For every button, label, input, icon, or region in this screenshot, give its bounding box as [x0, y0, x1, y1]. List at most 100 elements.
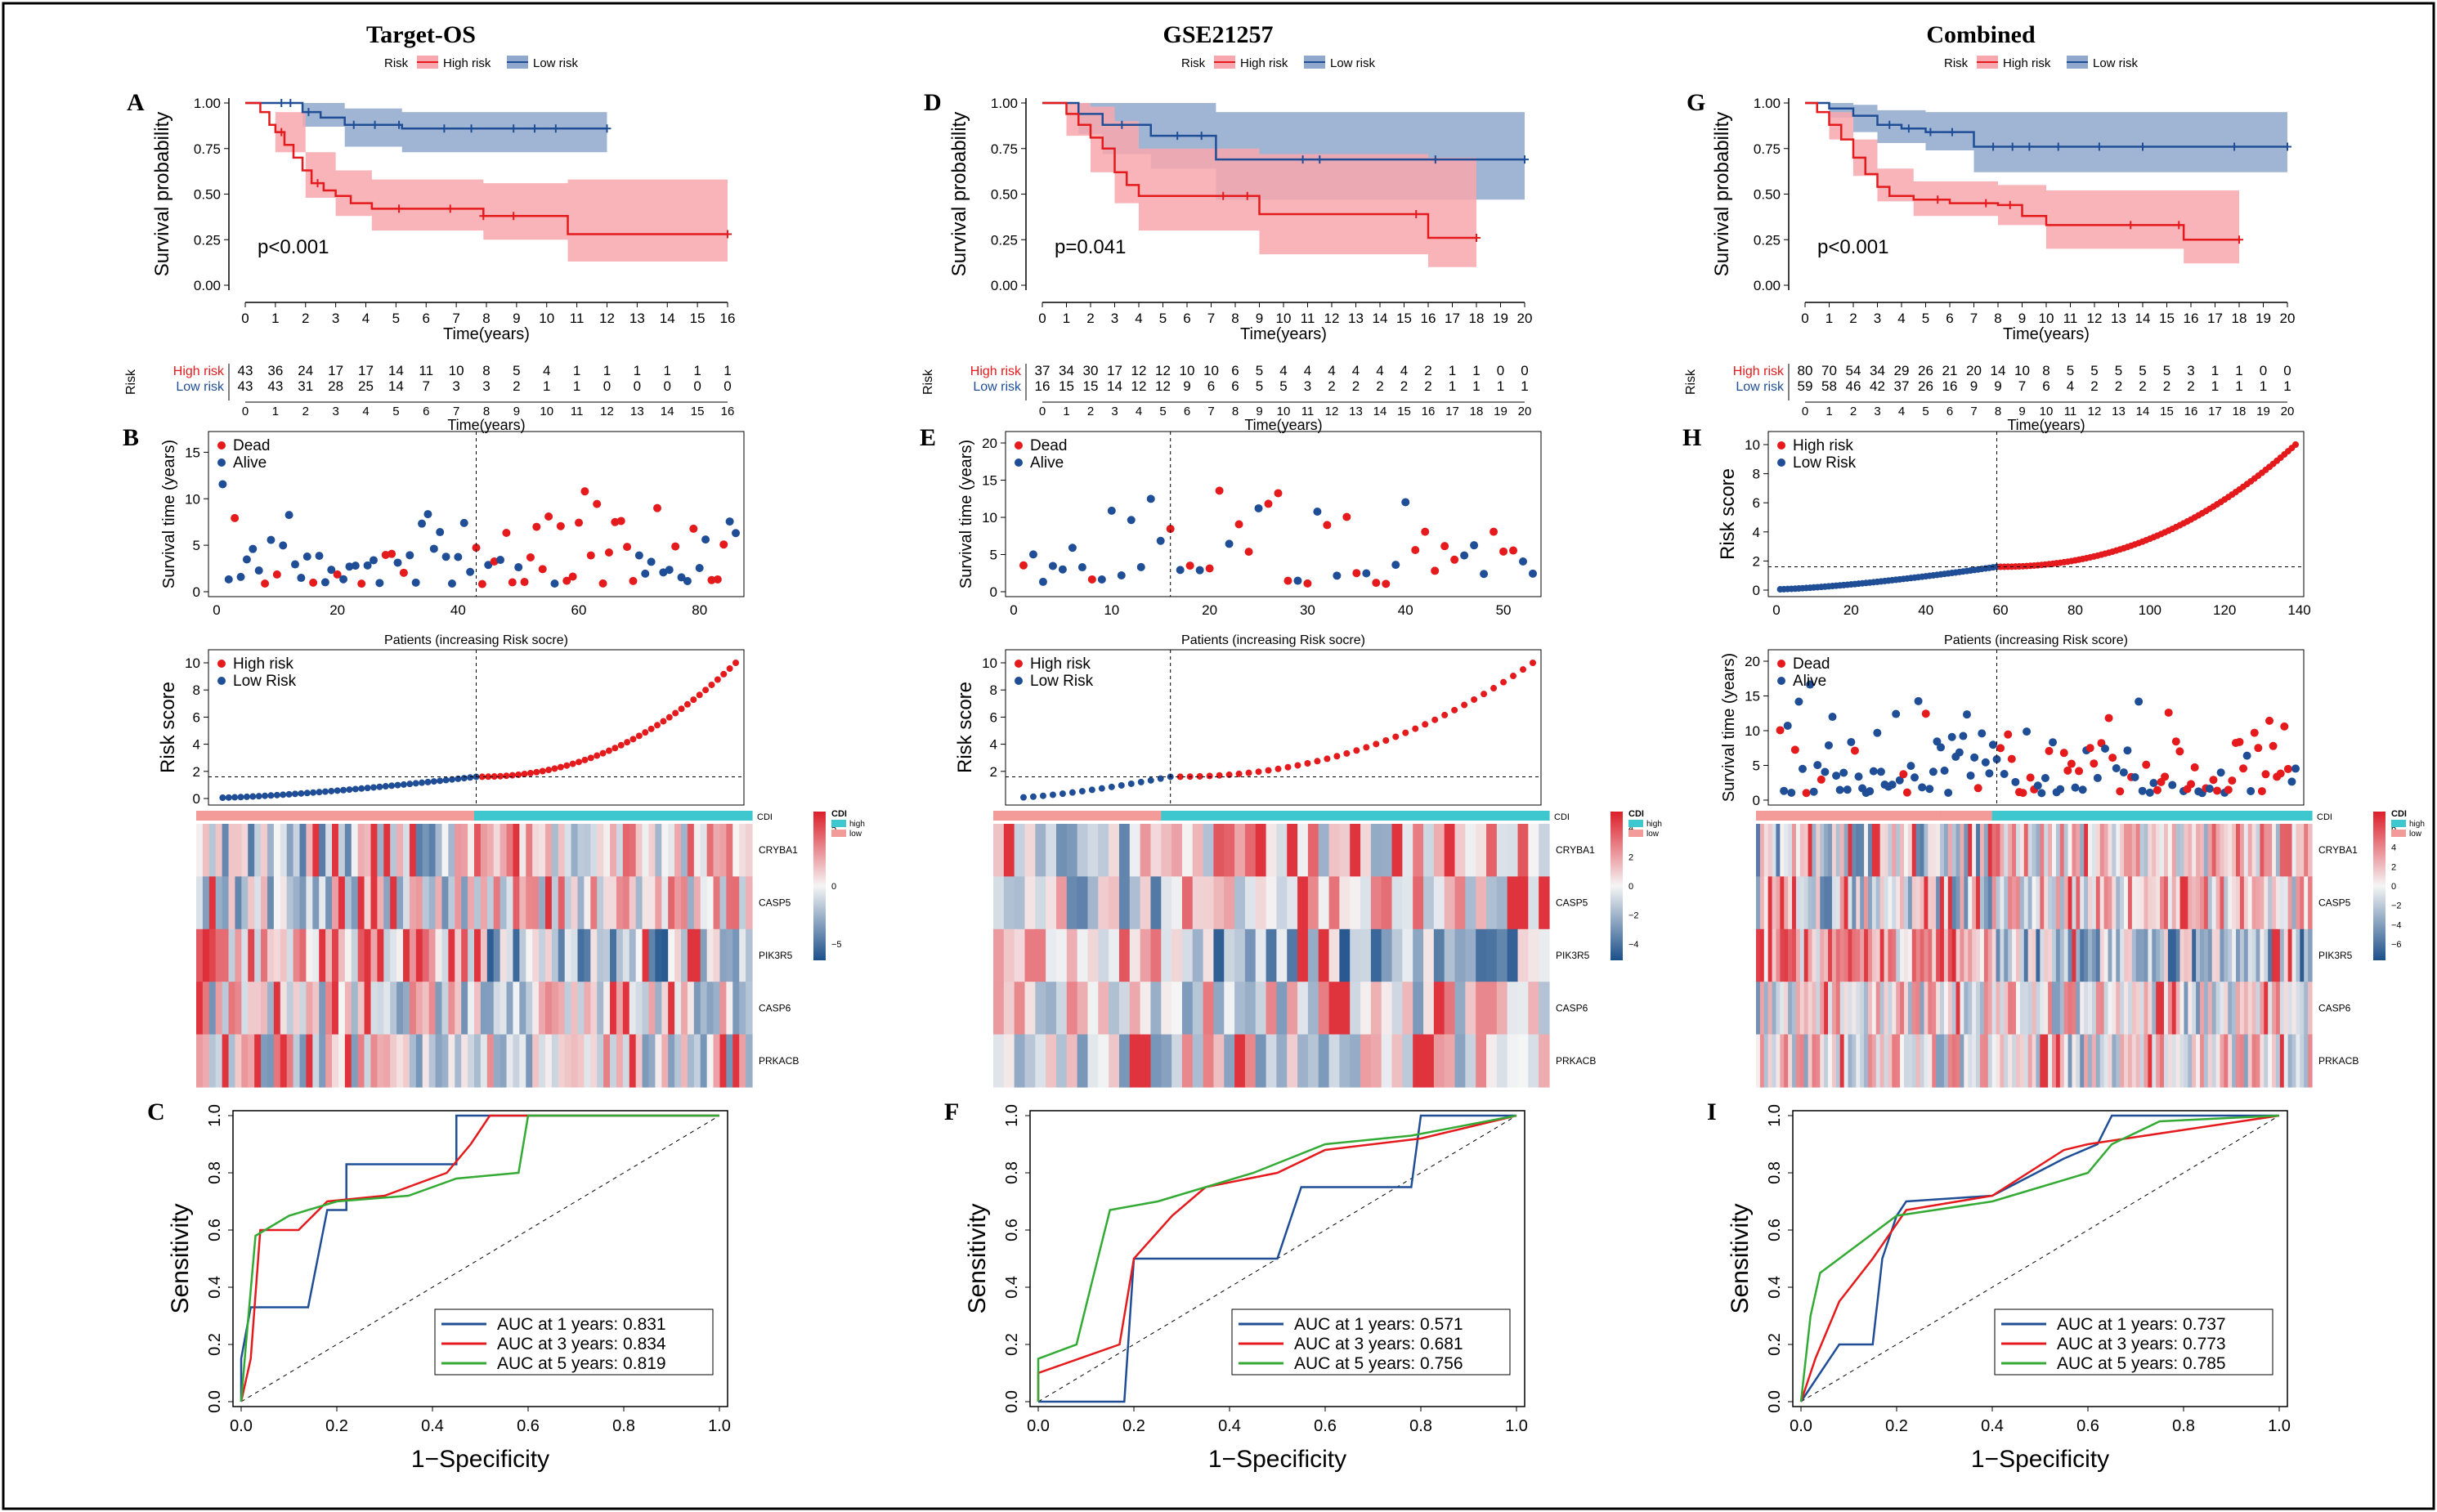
heatmap-cell — [688, 929, 695, 982]
heatmap-cell — [2008, 1035, 2012, 1088]
annotation-cell — [2240, 811, 2244, 821]
heatmap-cell — [526, 929, 533, 982]
heatmap-cell — [365, 929, 372, 982]
annotation-cell — [2220, 811, 2224, 821]
heatmap-gene-label: PRKACB — [2318, 1055, 2359, 1067]
heatmap-cell — [1816, 876, 1820, 929]
annotation-cell — [1004, 811, 1015, 821]
heatmap-cell — [293, 824, 301, 877]
annotation-cell — [1193, 811, 1203, 821]
heatmap-cell — [1276, 929, 1287, 982]
heatmap-cell — [370, 929, 378, 982]
heatmap-cell — [571, 1035, 579, 1088]
status-point — [1963, 710, 1971, 718]
annotation-cell — [1996, 811, 2000, 821]
status-point — [1186, 561, 1194, 570]
heatmap-cell — [2244, 876, 2248, 929]
legend-cdi-title: CDI — [2391, 809, 2407, 819]
heatmap-cell — [1455, 876, 1466, 929]
heatmap-cell — [993, 824, 1004, 877]
heatmap-cell — [636, 1035, 643, 1088]
heatmap-gene-label: PIK3R5 — [1556, 950, 1590, 961]
heatmap-cell — [2304, 1035, 2308, 1088]
annotation-cell — [1860, 811, 1864, 821]
heatmap-cell — [719, 982, 727, 1035]
heatmap-cell — [732, 824, 740, 877]
heatmap-cell — [739, 1035, 746, 1088]
heatmap-cell — [584, 824, 591, 877]
heatmap-cell — [2244, 929, 2248, 982]
heatmap-cell — [1772, 824, 1776, 877]
heatmap-cell — [1908, 824, 1912, 877]
heatmap-cell — [1840, 929, 1844, 982]
status-point — [1873, 729, 1881, 737]
heatmap-cell — [1539, 929, 1549, 982]
heatmap-cell — [1860, 1035, 1864, 1088]
km-y-tick-label: 1.00 — [1754, 96, 1781, 111]
y-tick-label: 5 — [990, 548, 997, 563]
annotation-cell — [2204, 811, 2208, 821]
heatmap-cell — [1800, 824, 1804, 877]
heatmap-cell — [2248, 1035, 2252, 1088]
heatmap-cell — [2108, 982, 2112, 1035]
heatmap-cell — [1497, 929, 1507, 982]
status-point — [418, 520, 426, 528]
roc-legend-label: AUC at 1 years: 0.737 — [2057, 1315, 2226, 1334]
status-point — [2235, 738, 2243, 746]
heatmap-cell — [209, 824, 217, 877]
heatmap-cell — [701, 929, 708, 982]
heatmap-cell — [2200, 876, 2204, 929]
heatmap-cell — [558, 824, 566, 877]
heatmap-cell — [203, 929, 210, 982]
heatmap-cell — [507, 876, 514, 929]
status-point — [2090, 759, 2098, 767]
heatmap-cell — [1772, 929, 1776, 982]
risk-table-count: 9 — [1994, 378, 2001, 394]
heatmap-cell — [1796, 876, 1800, 929]
roc-x-tick-label: 1.0 — [2268, 1417, 2291, 1435]
annotation-cell — [1968, 811, 1972, 821]
heatmap-cell — [1788, 824, 1792, 877]
risk-table-count: 14 — [388, 378, 404, 394]
y-tick-label: 0 — [193, 584, 200, 600]
heatmap-cell — [610, 824, 617, 877]
status-point — [1196, 566, 1204, 575]
heatmap-cell — [1140, 876, 1151, 929]
heatmap-cell — [474, 876, 482, 929]
heatmap-cell — [590, 876, 598, 929]
risk-table-count: 17 — [328, 363, 343, 378]
heatmap-cell — [746, 1035, 753, 1088]
heatmap-cell — [1964, 824, 1968, 877]
heatmap-cell — [2252, 824, 2256, 877]
heatmap-cell — [1768, 929, 1772, 982]
heatmap-cell — [2092, 876, 2096, 929]
heatmap-cell — [1900, 982, 1904, 1035]
heatmap-cell — [1109, 982, 1119, 1035]
heatmap-cell — [429, 876, 437, 929]
heatmap-cell — [629, 1035, 637, 1088]
heatmap-cell — [565, 1035, 572, 1088]
status-point — [1333, 571, 1341, 579]
km-x-tick-label: 18 — [1469, 311, 1485, 326]
risk-table-count: 1 — [2235, 363, 2242, 378]
heatmap-cell — [1234, 1035, 1245, 1088]
heatmap-cell — [616, 1035, 624, 1088]
heatmap-cell — [597, 1035, 604, 1088]
status-point — [569, 572, 577, 580]
risk-table-count: 8 — [482, 363, 490, 378]
heatmap-cell — [203, 824, 210, 877]
heatmap-cell — [2084, 982, 2088, 1035]
score-point — [1099, 785, 1105, 792]
heatmap-cell — [370, 876, 378, 929]
risk-table-count: 5 — [2163, 363, 2170, 378]
status-point — [1817, 776, 1826, 784]
annotation-cell — [2200, 811, 2204, 821]
status-point — [593, 500, 601, 508]
heatmap-cell — [2276, 1035, 2280, 1088]
score-point — [1207, 772, 1213, 779]
legend-dead-label: Dead — [1793, 655, 1830, 673]
heatmap-cell — [590, 824, 598, 877]
risk-table-count: 14 — [388, 363, 404, 378]
heatmap-cell — [436, 929, 443, 982]
annotation-cell — [2048, 811, 2052, 821]
